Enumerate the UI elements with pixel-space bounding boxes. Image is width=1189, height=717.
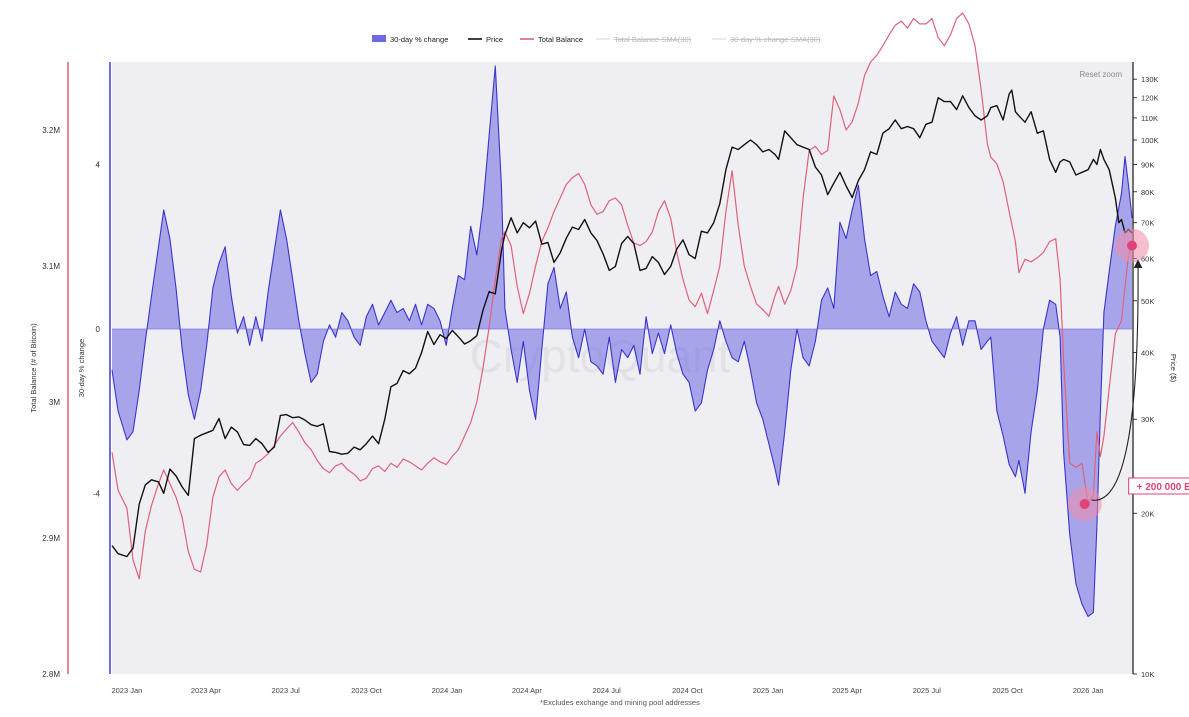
x-tick-label: 2023 Oct (351, 686, 382, 695)
balance-ticks: 2.8M 2.9M 3M 3.1M 3.2M (42, 126, 60, 679)
annotation-label-box (1128, 477, 1189, 495)
change-ticks: 4 0 -4 (93, 161, 101, 499)
balance-tick-label: 2.9M (42, 534, 60, 543)
x-tick-label: 2025 Jul (913, 686, 942, 695)
legend-label-0: 30-day % change (390, 35, 448, 44)
balance-axis-title: Total Balance (# of Bitcoin) (29, 323, 38, 413)
x-tick-label: 2024 Apr (512, 686, 543, 695)
x-tick-label: 2023 Jul (271, 686, 300, 695)
price-tick-label: 60K (1141, 254, 1154, 263)
x-tick-label: 2024 Jan (432, 686, 463, 695)
balance-tick-label: 3.2M (42, 126, 60, 135)
x-tick-label: 2025 Apr (832, 686, 863, 695)
legend-item-0[interactable]: 30-day % change (372, 35, 448, 44)
series-area-change (112, 66, 1132, 617)
legend-label-1: Price (486, 35, 503, 44)
price-axis-title: Price ($) (1169, 354, 1178, 383)
price-tick-label: 80K (1141, 188, 1154, 197)
price-tick-label: 70K (1141, 219, 1154, 228)
x-tick-label: 2023 Apr (191, 686, 222, 695)
x-tick-label: 2025 Jan (753, 686, 784, 695)
x-tick-label: 2023 Jan (111, 686, 142, 695)
price-tick-label: 30K (1141, 415, 1154, 424)
price-tick-label: 40K (1141, 349, 1154, 358)
legend-label-3: Total Balance-SMA(30) (614, 35, 692, 44)
legend-item-3[interactable]: Total Balance-SMA(30) (596, 35, 692, 44)
balance-marker-dot-1 (1127, 240, 1137, 251)
series-line-change (111, 65, 1133, 618)
balance-tick-label: 2.8M (42, 670, 60, 679)
balance-marker-dot-0 (1079, 499, 1090, 509)
balance-tick-label: 3.1M (42, 262, 60, 271)
price-tick-label: 10K (1141, 670, 1154, 679)
change-tick-label: 4 (96, 161, 101, 170)
price-tick-label: 110K (1141, 114, 1158, 123)
legend-item-2[interactable]: Total Balance (520, 35, 583, 44)
annotation-label: + 200 000 BTC (1137, 482, 1189, 493)
footnote: *Excludes exchange and mining pool addre… (540, 698, 700, 707)
reset-zoom-button[interactable]: Reset zoom (1079, 70, 1122, 79)
plot-background (112, 62, 1132, 674)
legend-item-1[interactable]: Price (468, 35, 503, 44)
change-tick-label: 0 (96, 325, 101, 334)
legend: 30-day % change Price Total Balance Total B… (372, 35, 821, 44)
price-tick-label: 90K (1141, 160, 1154, 169)
price-tick-label: 50K (1141, 297, 1154, 306)
series-layer (111, 12, 1133, 618)
price-ticks: 10K 20K 30K 40K 50K 60K 70K 80K 90K 100K 110K 120K 1… (1133, 75, 1159, 679)
legend-label-4: 30-day % change-SMA(30) (730, 35, 821, 44)
series-line-price (111, 89, 1133, 558)
price-tick-label: 20K (1141, 509, 1154, 518)
legend-item-4[interactable]: 30-day % change-SMA(30) (712, 35, 821, 44)
legend-swatch-0 (372, 35, 386, 42)
legend-label-2: Total Balance (538, 35, 583, 44)
change-axis-title: 30-day % change (77, 339, 86, 397)
price-tick-label: 120K (1141, 94, 1159, 103)
balance-tick-label: 3M (49, 398, 60, 407)
annotation-layer: + 200 000 BTC (1067, 228, 1189, 521)
x-tick-label: 2025 Oct (992, 686, 1023, 695)
x-tick-label: 2026 Jan (1073, 686, 1104, 695)
price-tick-label: 100K (1141, 136, 1159, 145)
series-line-balance (111, 12, 1133, 580)
price-tick-label: 130K (1141, 75, 1159, 84)
annotation-arrow (1091, 259, 1143, 501)
change-tick-label: -4 (93, 489, 101, 498)
x-tick-label: 2024 Jul (592, 686, 621, 695)
x-tick-label: 2024 Oct (672, 686, 703, 695)
x-ticks: 2023 Jan 2023 Apr 2023 Jul 2023 Oct 2024 Jan… (111, 686, 1103, 695)
